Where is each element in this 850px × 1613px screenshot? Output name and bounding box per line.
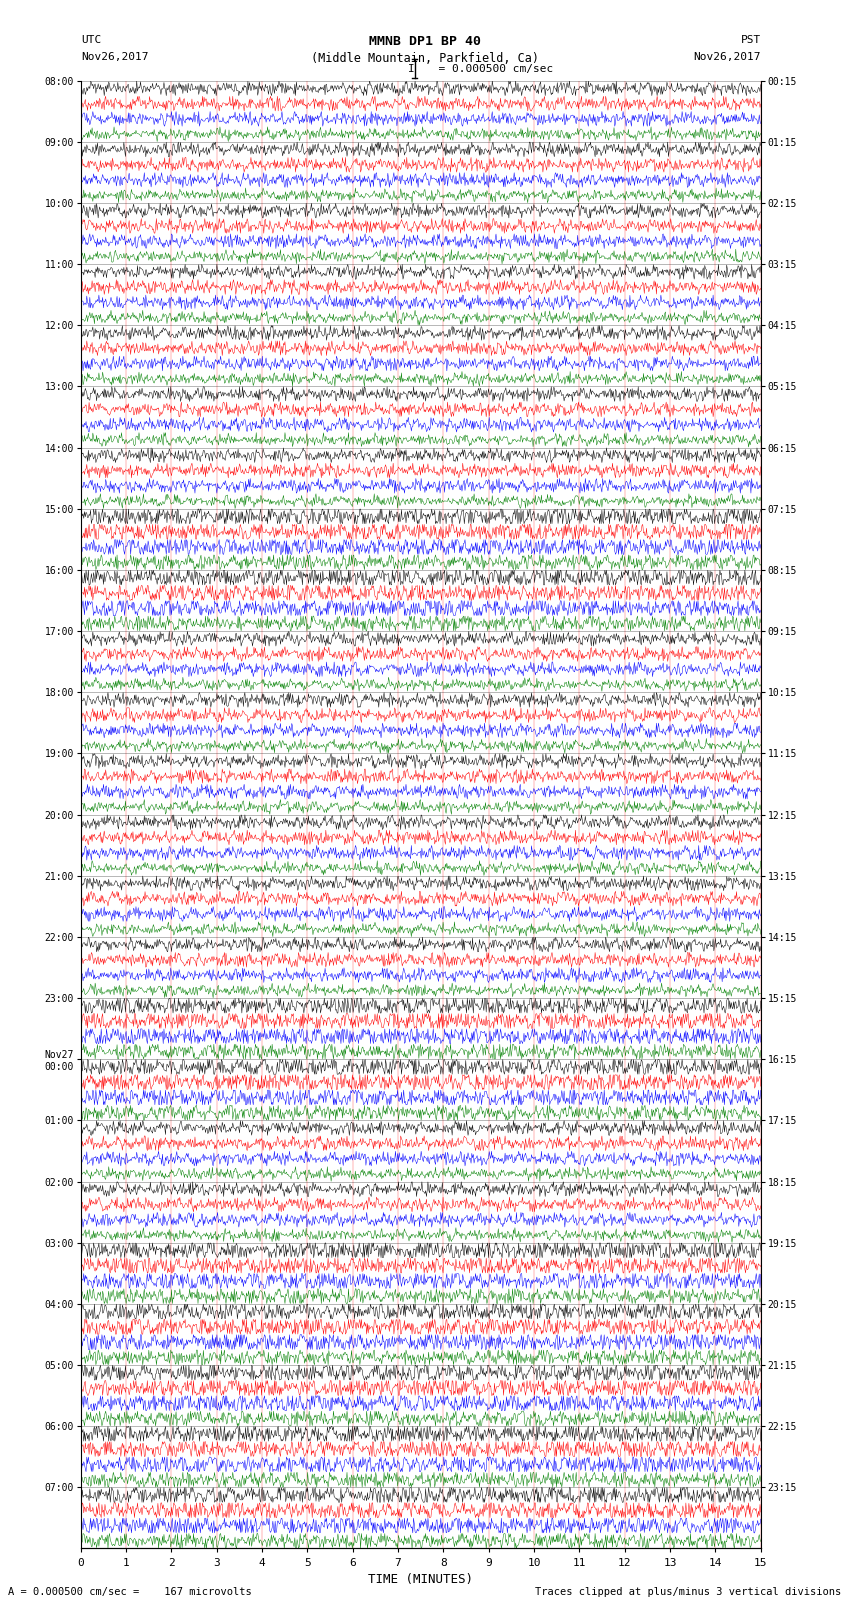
- Text: A = 0.000500 cm/sec =    167 microvolts: A = 0.000500 cm/sec = 167 microvolts: [8, 1587, 252, 1597]
- Text: I: I: [408, 63, 415, 74]
- Text: Nov26,2017: Nov26,2017: [81, 52, 148, 61]
- X-axis label: TIME (MINUTES): TIME (MINUTES): [368, 1573, 473, 1586]
- Text: MMNB DP1 BP 40: MMNB DP1 BP 40: [369, 35, 481, 48]
- Text: Nov26,2017: Nov26,2017: [694, 52, 761, 61]
- Text: UTC: UTC: [81, 35, 101, 45]
- Text: PST: PST: [740, 35, 761, 45]
- Text: (Middle Mountain, Parkfield, Ca): (Middle Mountain, Parkfield, Ca): [311, 52, 539, 65]
- Text: = 0.000500 cm/sec: = 0.000500 cm/sec: [425, 63, 553, 74]
- Text: Traces clipped at plus/minus 3 vertical divisions: Traces clipped at plus/minus 3 vertical …: [536, 1587, 842, 1597]
